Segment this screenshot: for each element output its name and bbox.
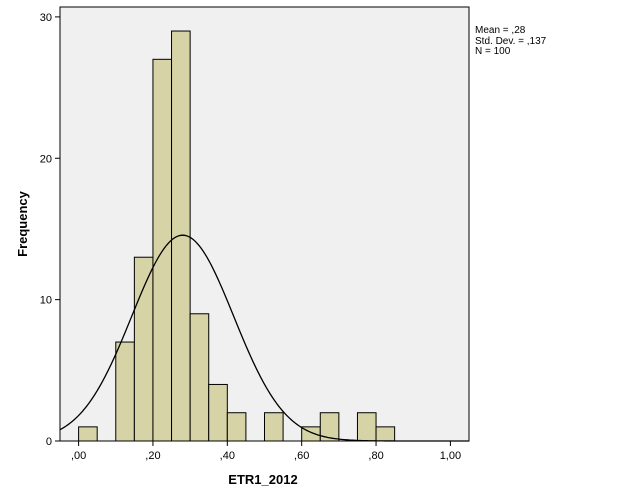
stats-mean: Mean = ,28 — [475, 25, 526, 36]
y-axis: 0 10 20 30 — [40, 12, 60, 448]
histogram-bar-13 — [319, 412, 340, 442]
x-tick-label-5: 1,00 — [440, 450, 461, 462]
histogram-bar-8 — [226, 412, 247, 442]
histogram-bar-2 — [115, 341, 135, 442]
histogram-bar-5 — [171, 30, 191, 442]
statistics-legend: Mean = ,28 Std. Dev. = ,137 N = 100 — [475, 25, 547, 58]
stats-n: N = 100 — [475, 46, 511, 57]
x-tick-label-2: ,40 — [220, 450, 235, 462]
stats-std-dev: Std. Dev. = ,137 — [475, 35, 547, 47]
histogram-bar-15 — [356, 412, 377, 442]
histogram-bar-3 — [133, 256, 154, 442]
y-axis-title: Frequency — [15, 190, 30, 257]
x-tick-label-3: ,60 — [294, 450, 309, 462]
y-tick-label-1: 10 — [40, 295, 52, 307]
y-tick-label-3: 30 — [40, 12, 52, 24]
histogram-bar-16 — [375, 426, 396, 442]
histogram-bar-6 — [189, 313, 210, 442]
x-axis: ,00 ,20 ,40 ,60 ,80 1,00 — [71, 441, 461, 462]
histogram-bar-7 — [208, 383, 228, 442]
histogram-bar-10 — [264, 412, 284, 442]
y-tick-label-2: 20 — [40, 153, 52, 165]
x-tick-label-1: ,20 — [145, 450, 160, 462]
x-axis-title: ETR1_2012 — [228, 472, 297, 487]
histogram-bar-0 — [78, 426, 98, 442]
x-tick-label-4: ,80 — [368, 450, 383, 462]
normal-curve — [59, 234, 469, 442]
x-tick-label-0: ,00 — [71, 450, 86, 462]
y-tick-label-0: 0 — [46, 436, 52, 448]
